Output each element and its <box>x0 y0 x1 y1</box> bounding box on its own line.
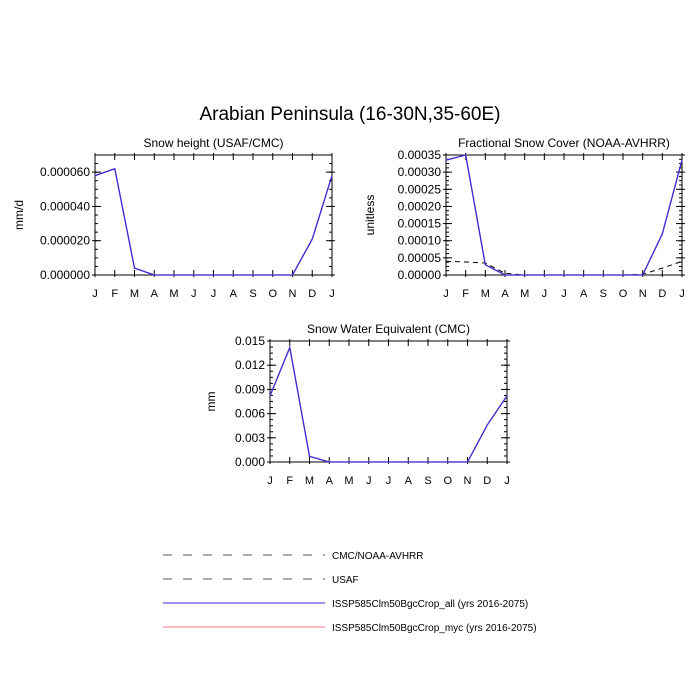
series-line-myc <box>269 345 508 463</box>
x-tick-label: J <box>366 475 372 487</box>
x-tick-label: M <box>520 288 529 300</box>
y-axis-label: mm/d <box>12 200 26 230</box>
x-tick-label: S <box>249 288 256 300</box>
x-tick-label: S <box>424 475 431 487</box>
x-tick-label: S <box>600 288 607 300</box>
legend: CMC/NOAA-AVHRR USAF ISSP585Clm50BgcCrop_al… <box>163 551 537 634</box>
x-tick-label: J <box>211 288 217 300</box>
series-line-all <box>269 345 508 463</box>
chart-panel-2: Fractional Snow Cover (NOAA-AVHRR) unitle… <box>363 136 685 300</box>
x-tick-label: J <box>191 288 197 300</box>
y-tick-label: 0.00035 <box>398 148 442 162</box>
x-tick-label: J <box>267 475 273 487</box>
y-tick-label: 0.00030 <box>398 165 442 179</box>
x-tick-label: F <box>286 475 293 487</box>
x-tick-label: M <box>169 288 178 300</box>
y-tick-label: 0.000020 <box>40 234 90 248</box>
panel-title: Snow height (USAF/CMC) <box>143 136 283 150</box>
y-tick-label: 0.003 <box>235 431 265 445</box>
y-tick-label: 0.00000 <box>398 268 442 282</box>
series-line-all <box>94 167 333 276</box>
x-tick-label: M <box>344 475 353 487</box>
series-line-myc <box>94 167 333 276</box>
x-tick-label: A <box>230 288 238 300</box>
chart-panel-1: Snow height (USAF/CMC)mm/dJ F M A M J J A S O N D J0… <box>12 136 335 300</box>
x-tick-label: D <box>483 475 491 487</box>
chart-panel-3: Snow Water Equivalent (CMC)mmJ F M A M J J A S O N… <box>204 322 510 487</box>
plot-frame <box>269 340 508 463</box>
series-line-myc <box>445 154 683 276</box>
x-tick-label: J <box>386 475 392 487</box>
y-tick-label: 0.012 <box>235 358 265 372</box>
x-tick-label: N <box>639 288 647 300</box>
y-tick-label: 0.009 <box>235 382 265 396</box>
x-tick-label: A <box>501 288 509 300</box>
y-tick-label: 0.00020 <box>398 199 442 213</box>
x-tick-label: N <box>289 288 297 300</box>
legend-label: CMC/NOAA-AVHRR <box>332 551 423 562</box>
y-tick-label: 0.00010 <box>398 234 442 248</box>
plot-frame <box>94 154 333 276</box>
y-tick-label: 0.00025 <box>398 182 442 196</box>
y-tick-label: 0.000 <box>235 455 265 469</box>
x-tick-label: J <box>679 288 685 300</box>
plot-frame <box>445 154 683 276</box>
y-axis-label: unitless <box>363 195 377 236</box>
x-tick-label: A <box>580 288 588 300</box>
legend-label: ISSP585Clm50BgcCrop_all (yrs 2016-2075) <box>332 599 528 610</box>
x-tick-label: J <box>561 288 567 300</box>
x-tick-label: M <box>305 475 314 487</box>
x-tick-label: J <box>542 288 548 300</box>
series-line-all <box>445 154 683 276</box>
x-tick-label: D <box>308 288 316 300</box>
y-tick-label: 0.000000 <box>40 268 90 282</box>
x-tick-label: A <box>405 475 413 487</box>
x-tick-label: J <box>329 288 335 300</box>
figure-title: Arabian Peninsula (16-30N,35-60E) <box>199 104 501 125</box>
x-tick-label: J <box>443 288 449 300</box>
x-tick-label: M <box>481 288 490 300</box>
x-tick-label: O <box>443 475 452 487</box>
legend-label: ISSP585Clm50BgcCrop_myc (yrs 2016-2075) <box>332 623 537 634</box>
y-tick-label: 0.000040 <box>40 199 90 213</box>
x-tick-label: J <box>92 288 98 300</box>
legend-label: USAF <box>332 575 359 586</box>
x-tick-label: O <box>268 288 277 300</box>
x-tick-label: N <box>464 475 472 487</box>
x-tick-label: A <box>326 475 334 487</box>
panel-title: Fractional Snow Cover (NOAA-AVHRR) <box>458 136 670 150</box>
y-tick-label: 0.015 <box>235 334 265 348</box>
y-tick-label: 0.006 <box>235 407 265 421</box>
x-tick-label: F <box>462 288 469 300</box>
y-axis-label: mm <box>204 392 218 412</box>
y-tick-label: 0.00005 <box>398 251 442 265</box>
y-tick-label: 0.000060 <box>40 165 90 179</box>
x-tick-label: A <box>151 288 159 300</box>
panel-title: Snow Water Equivalent (CMC) <box>307 322 470 336</box>
x-tick-label: O <box>619 288 628 300</box>
x-tick-label: M <box>130 288 139 300</box>
y-tick-label: 0.00015 <box>398 217 442 231</box>
x-tick-label: J <box>504 475 510 487</box>
x-tick-label: F <box>111 288 118 300</box>
x-tick-label: D <box>658 288 666 300</box>
